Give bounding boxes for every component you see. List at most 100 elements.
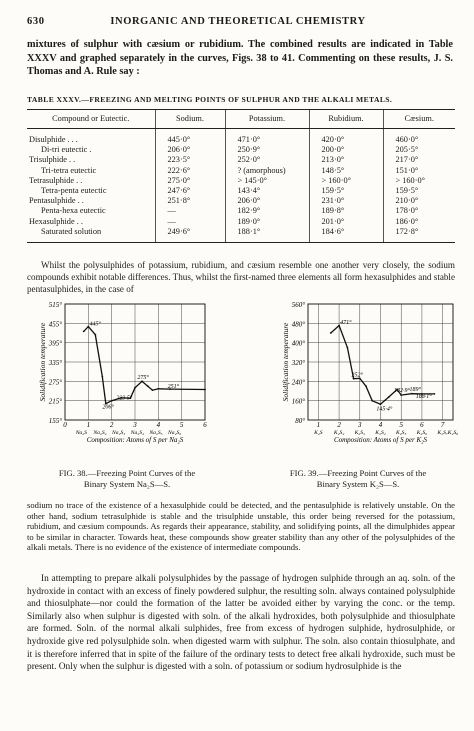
running-header: 630 INORGANIC AND THEORETICAL CHEMISTRY (27, 16, 449, 30)
compound-label: K₂S (313, 430, 323, 436)
x-tick-label: 4 (379, 421, 383, 429)
table-cell: > 160·0° (382, 175, 455, 187)
y-tick-label: 240° (292, 378, 306, 386)
table-row-label: Tri-tetra eutectic (41, 165, 97, 175)
table-row: Hexasulphide . . —189·0° 201·0° 186·0° (27, 216, 455, 227)
table-row: Trisulphide . . 223·5° 252·0° 213·0° 217·0° (27, 155, 455, 166)
curve-annotation: 251° (168, 383, 180, 390)
table-cell: 210·0° (382, 196, 455, 207)
compound-label: K₂S₇ (436, 430, 447, 436)
y-tick-label: 160° (292, 398, 306, 406)
x-tick-label: 5 (399, 421, 403, 429)
page-number: 630 (27, 16, 45, 27)
data-point (110, 399, 113, 402)
y-tick-label: 335° (48, 359, 63, 367)
table-header-cell: Cæsium. (382, 109, 455, 129)
table-cell: 178·0° (382, 206, 455, 217)
y-tick-label: 80° (295, 417, 305, 425)
table-cell: 184·6° (308, 226, 383, 244)
data-point (410, 392, 413, 395)
y-tick-label: 560° (292, 301, 306, 309)
body-paragraph-3: sodium no trace of the existence of a he… (27, 500, 455, 553)
y-tick-label: 320° (291, 359, 306, 367)
x-axis-label: Composition: Atoms of S per K₂S (334, 436, 428, 444)
figure-38: 515° 455° 395° 335° 275° 215° 155° 0 1 2 3 4 5 6 Na₂S N… (30, 300, 215, 450)
curve-annotation: 182·9° (394, 387, 411, 394)
x-tick-label: 2 (110, 421, 114, 429)
fig39-caption-line2: Binary System K₂S—S. (316, 478, 400, 489)
table-row: Tri-tetra eutectic 222·6°? (amorphous) 148… (27, 165, 455, 176)
table-cell: 206·0° (224, 196, 309, 207)
x-tick-label: 2 (337, 421, 341, 429)
table-row-label: Saturated solution (27, 226, 155, 244)
table-row-label: Trisulphide . . (29, 155, 76, 165)
y-tick-label: 515° (49, 301, 63, 309)
x-tick-label: 1 (87, 421, 91, 429)
table-row: Penta-hexa eutectic —182·9° 189·8° 178·0° (27, 206, 455, 217)
fig38-caption-line1: FIG. 38.—Freezing Point Curves of the (58, 468, 196, 478)
table-header-cell: Potassium. (224, 109, 309, 129)
x-tick-label: 3 (357, 421, 362, 429)
y-axis-label: Solidification temperature (281, 322, 290, 401)
table-cell: 201·0° (308, 216, 383, 227)
table-cell: 159·5° (382, 186, 455, 197)
compound-label: Na₂S₅ (148, 430, 162, 436)
data-point (365, 385, 367, 388)
table-cell: 205·5° (382, 145, 455, 156)
data-point (82, 330, 85, 333)
curve-annotation: 189° (410, 386, 422, 393)
table-header-cell: Sodium. (154, 109, 225, 129)
data-point (129, 397, 132, 400)
data-point (101, 375, 104, 378)
compound-label: Na₂S₄ (130, 430, 144, 436)
data-point (87, 325, 90, 328)
y-tick-label: 455° (49, 320, 63, 328)
table-caption: TABLE XXXV.—FREEZING AND MELTING POINTS … (27, 95, 393, 104)
y-axis-label: Solidification temperature (38, 322, 47, 401)
compound-label: K₂S₅ (395, 430, 406, 436)
x-tick-label: 7 (441, 421, 445, 429)
table-cell: 188·1° (224, 226, 309, 244)
x-axis-label: Composition: Atoms of S per Na₂S (87, 436, 184, 444)
table-row-label: Hexasulphide . . (29, 216, 83, 226)
curve-annotation: 445° (90, 320, 102, 327)
table-cell: 460·0° (382, 128, 455, 146)
curve-annotation: 206° (102, 404, 114, 411)
table-row-label: Tetrasulphide . . (29, 175, 83, 185)
table-row-label: Tetra-penta eutectic (41, 186, 107, 196)
table-cell: 275·0° (154, 175, 225, 187)
table-cell: 420·0° (308, 128, 383, 146)
data-point (421, 392, 423, 395)
compound-label: Na₂S₆ (167, 430, 181, 436)
table-row-label: Penta-hexa eutectic (41, 206, 106, 216)
data-point (204, 388, 206, 391)
table-cell: 151·0° (382, 165, 455, 176)
freezing-point-curve (330, 324, 435, 405)
curve-annotation: 188·1° (416, 393, 433, 400)
table-cell: 189·0° (224, 216, 309, 227)
table-cell: 186·0° (382, 216, 455, 227)
figure-39: 560° 480° 400° 320° 240° 160° 80° 1 2 3 4 5 6 7 K₂S K₂S… (278, 300, 458, 450)
figure-39-caption: FIG. 39.—Freezing Point Curves of the Bi… (258, 468, 458, 489)
table-cell: 200·0° (308, 145, 383, 156)
compound-label: Na₂S₂ (92, 430, 106, 436)
y-tick-label: 155° (49, 417, 63, 425)
fig38-chart: 515° 455° 395° 335° 275° 215° 155° 0 1 2 3 4 5 6 Na₂S N… (38, 301, 207, 444)
compound-label: K₂S₆ (416, 430, 427, 436)
curve-annotation: 145·4° (376, 405, 393, 412)
compound-label: K₂S₂ (333, 430, 344, 436)
table-cell: 445·0° (154, 128, 225, 146)
table-cell: 213·0° (308, 155, 383, 166)
freezing-point-curve (83, 325, 206, 405)
data-point (433, 392, 436, 395)
table-cell: — (154, 216, 225, 227)
table-cell: 249·6° (154, 226, 225, 244)
table-cell: > 160·0° (308, 175, 383, 187)
x-tick-label: 4 (157, 421, 161, 429)
compound-label: K₂S₈ (447, 430, 458, 436)
fig39-caption-line1: FIG. 39.—Freezing Point Curves of the (289, 468, 427, 478)
table-cell: 217·0° (382, 155, 455, 166)
curve-annotation: 471° (340, 319, 352, 326)
data-point (94, 333, 97, 336)
body-paragraph-2: Whilst the polysulphides of potassium, r… (27, 260, 455, 294)
